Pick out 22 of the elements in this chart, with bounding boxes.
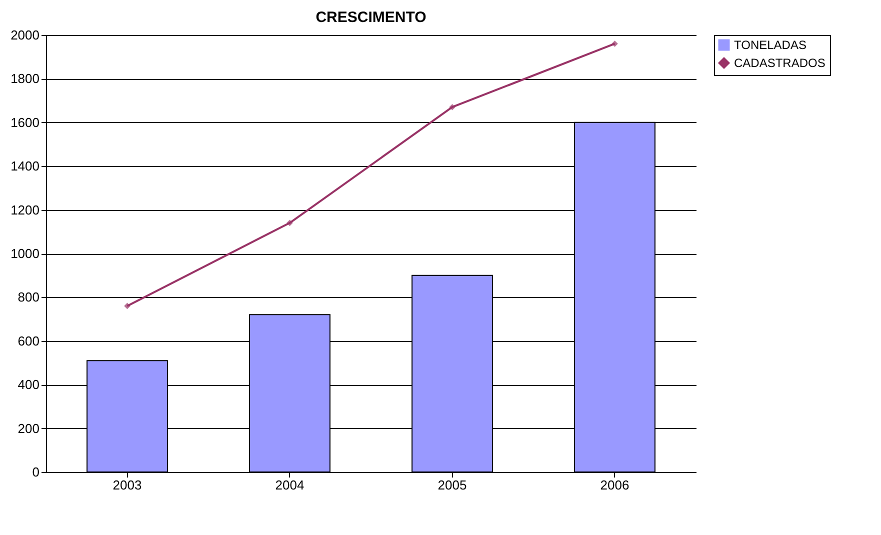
point <box>124 302 130 310</box>
y-tick-label: 1400 <box>10 158 40 174</box>
y-tick-label: 1200 <box>10 202 40 218</box>
x-tick-label: 2004 <box>275 478 304 492</box>
chart-title: CRESCIMENTO <box>316 9 427 26</box>
y-tick-label: 800 <box>18 290 40 305</box>
y-tick-label: 200 <box>18 420 40 436</box>
y-tick-label: 600 <box>18 333 40 348</box>
y-tick-label: 1800 <box>10 71 40 86</box>
y-tick-label: 0 <box>32 464 40 480</box>
y-tick-label: 1000 <box>10 246 40 261</box>
point <box>286 220 293 226</box>
legend-label: CADASTRADOS <box>734 56 826 70</box>
y-tick-label: 400 <box>18 377 40 392</box>
x-tick-label: 2005 <box>438 478 467 492</box>
y-tick-label: 1600 <box>10 114 40 130</box>
point <box>612 40 618 47</box>
x-tick-label: 2003 <box>112 478 142 492</box>
point <box>449 104 456 110</box>
legend-label: TONELADAS <box>734 38 806 52</box>
y-tick-label: 2000 <box>10 28 40 42</box>
x-tick-label: 2006 <box>600 478 630 492</box>
